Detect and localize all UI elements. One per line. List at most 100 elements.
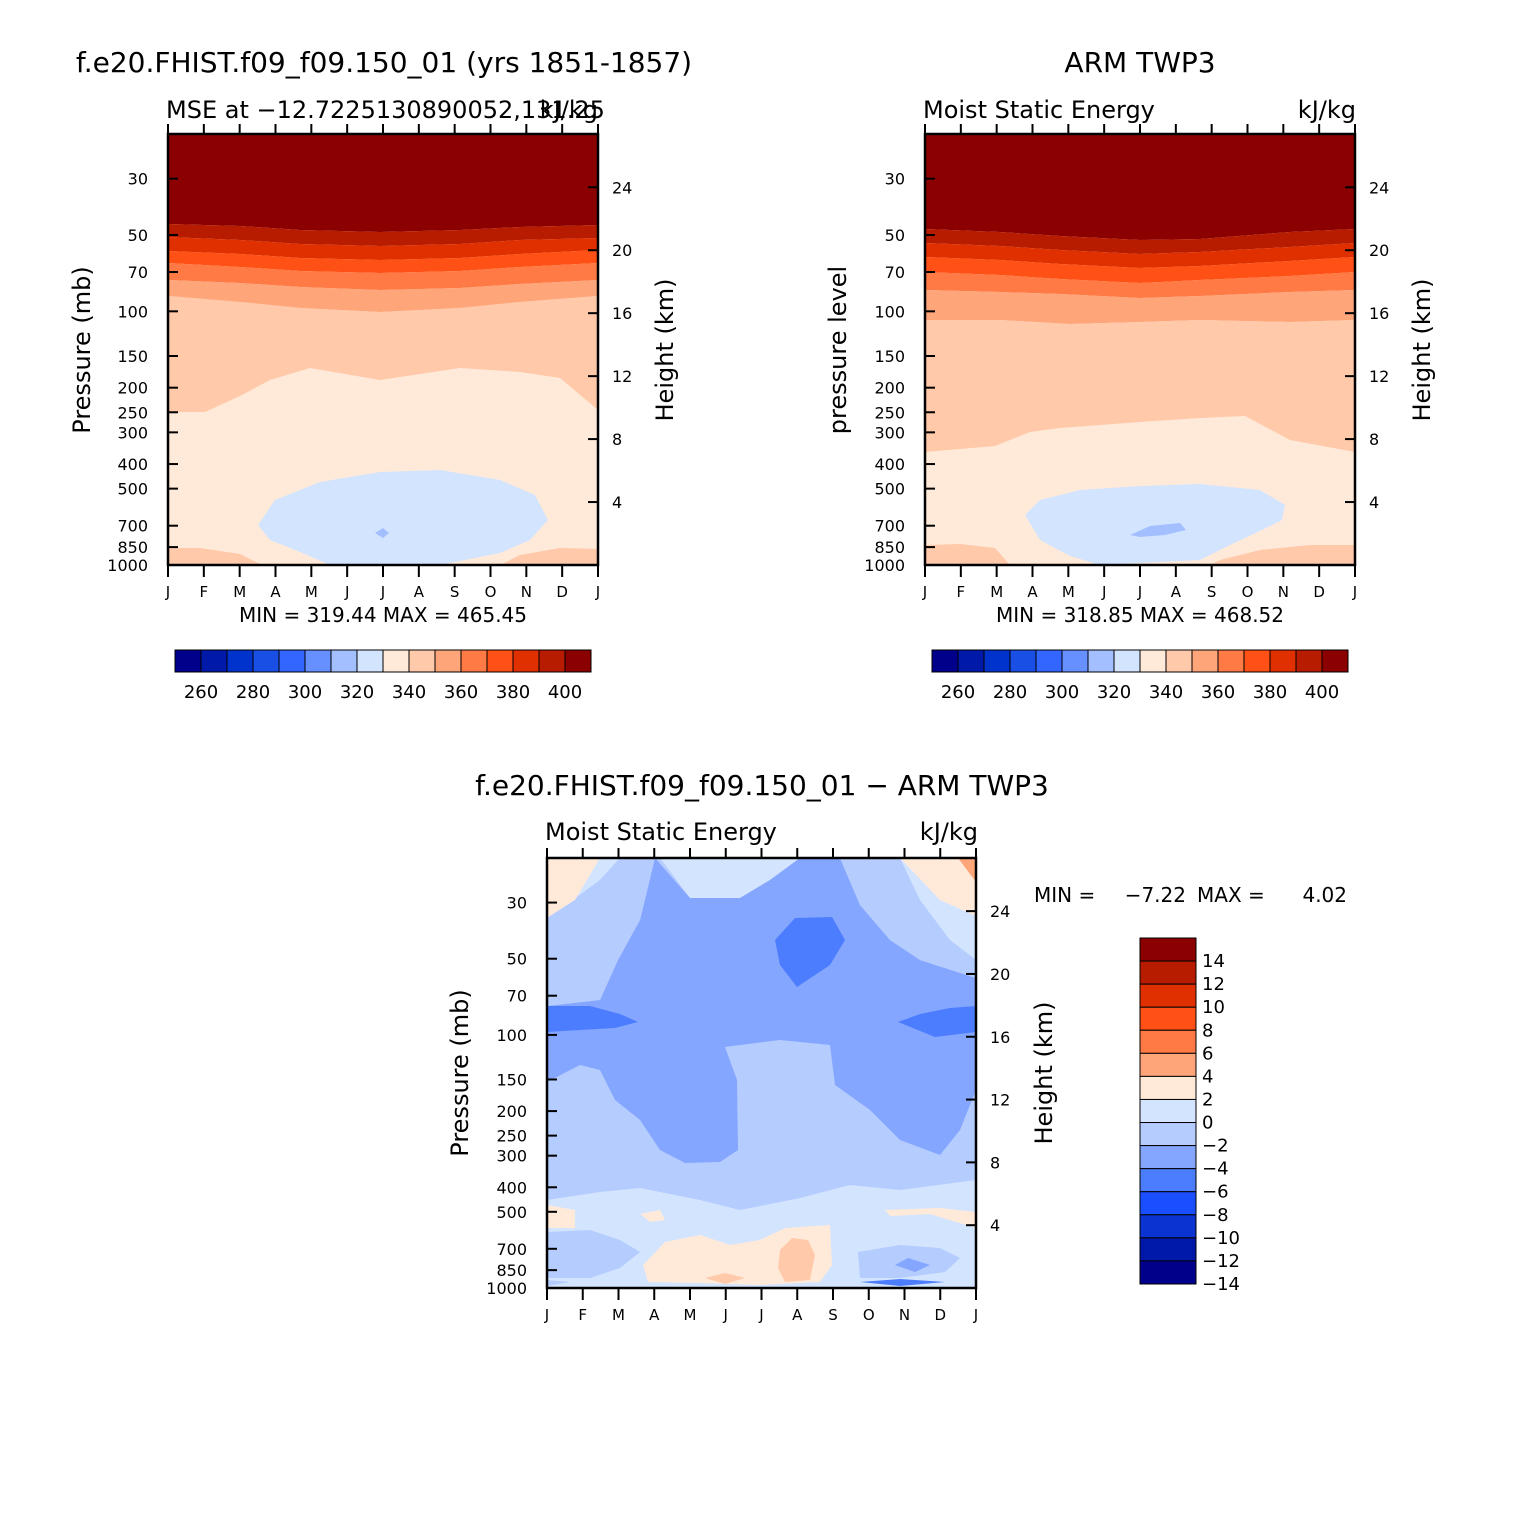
colorbar-swatch [330, 649, 358, 673]
colorbar-swatch [512, 649, 540, 673]
month-tick-label: J [595, 583, 600, 601]
month-tick-label: J [758, 1306, 763, 1324]
colorbar-swatch [1269, 649, 1297, 673]
panel1-subtitle-left: MSE at −12.7225130890052,131.25 [166, 96, 605, 124]
month-tick-label: J [544, 1306, 549, 1324]
colorbar-swatch [200, 649, 228, 673]
colorbar-swatch [1061, 649, 1089, 673]
pressure-tick-label: 150 [874, 347, 905, 366]
height-tick-label: 24 [612, 178, 632, 197]
month-tick-label: N [899, 1306, 910, 1324]
colorbar-label: 360 [1201, 682, 1235, 703]
month-tick-label: S [828, 1306, 838, 1324]
height-tick-label: 12 [990, 1091, 1010, 1110]
pressure-tick-label: 500 [874, 480, 905, 499]
pressure-tick-label: 850 [874, 538, 905, 557]
panel1-title: f.e20.FHIST.f09_f09.150_01 (yrs 1851-185… [76, 46, 692, 79]
month-tick-label: F [578, 1306, 587, 1324]
colorbar-label: 10 [1202, 997, 1225, 1018]
pressure-tick-label: 700 [117, 517, 148, 536]
month-tick-label: J [1101, 583, 1106, 601]
pressure-tick-label: 1000 [864, 556, 905, 575]
colorbar-swatch [1243, 649, 1271, 673]
colorbar-label: −2 [1202, 1136, 1229, 1157]
pressure-tick-label: 1000 [486, 1279, 527, 1298]
colorbar-label: 260 [941, 682, 975, 703]
colorbar-swatch [931, 649, 959, 673]
pressure-tick-label: 250 [496, 1127, 527, 1146]
colorbar-label: 8 [1202, 1020, 1213, 1041]
panel2-title: ARM TWP3 [1064, 46, 1215, 79]
colorbar-label: 320 [340, 682, 374, 703]
pressure-tick-label: 50 [507, 950, 527, 969]
panel1-colorbar: 260 280 300 320 340 360 380 400 [174, 649, 592, 703]
month-tick-label: N [521, 583, 532, 601]
colorbar-label: 14 [1202, 951, 1225, 972]
panel2-stats: MIN = 318.85 MAX = 468.52 [996, 603, 1284, 627]
pressure-tick-label: 500 [117, 480, 148, 499]
panel2-ylabel-right: Height (km) [1408, 279, 1436, 422]
colorbar-swatch [1139, 649, 1167, 673]
colorbar-swatch [1191, 649, 1219, 673]
colorbar-label: 300 [288, 682, 322, 703]
panel1-height-axis: 24 20 16 12 8 4 [588, 178, 632, 512]
pressure-tick-label: 400 [117, 455, 148, 474]
colorbar-swatch [460, 649, 488, 673]
panel2-height-axis: 24 20 16 12 8 4 [1345, 178, 1389, 512]
pressure-tick-label: 30 [507, 894, 527, 913]
pressure-tick-label: 500 [496, 1203, 527, 1222]
pressure-tick-label: 200 [496, 1102, 527, 1121]
colorbar-label: 2 [1202, 1089, 1213, 1110]
panel3-ylabel-right: Height (km) [1030, 1002, 1058, 1145]
colorbar-swatch [1139, 1145, 1197, 1170]
pressure-tick-label: 100 [874, 302, 905, 321]
panel3-stats-min-value: −7.22 [1125, 883, 1186, 907]
panel2-colorbar: 260 280 300 320 340 360 380 400 [931, 649, 1349, 703]
colorbar-swatch [252, 649, 280, 673]
colorbar-swatch [278, 649, 306, 673]
height-tick-label: 16 [1369, 304, 1389, 323]
pressure-tick-label: 700 [496, 1240, 527, 1259]
month-tick-label: J [380, 583, 385, 601]
month-tick-label: M [233, 583, 246, 601]
colorbar-swatch [1139, 1075, 1197, 1100]
colorbar-label: 340 [392, 682, 426, 703]
month-tick-label: A [649, 1306, 660, 1324]
height-tick-label: 12 [1369, 367, 1389, 386]
month-tick-label: A [270, 583, 281, 601]
month-tick-label: D [1313, 583, 1325, 601]
colorbar-label: 280 [993, 682, 1027, 703]
colorbar-swatch [304, 649, 332, 673]
pressure-tick-label: 300 [496, 1147, 527, 1166]
pressure-tick-label: 100 [117, 302, 148, 321]
height-tick-label: 4 [990, 1216, 1000, 1235]
colorbar-swatch [174, 649, 202, 673]
colorbar-swatch [1009, 649, 1037, 673]
colorbar-swatch [1139, 1098, 1197, 1124]
colorbar-swatch [1139, 1237, 1197, 1262]
colorbar-swatch [408, 649, 436, 673]
pressure-tick-label: 250 [874, 403, 905, 422]
month-tick-label: J [344, 583, 349, 601]
colorbar-label: 12 [1202, 974, 1225, 995]
pressure-tick-label: 850 [117, 538, 148, 557]
month-tick-label: M [990, 583, 1003, 601]
month-tick-label: D [556, 583, 568, 601]
month-tick-label: M [1062, 583, 1075, 601]
colorbar-swatch [1139, 1052, 1197, 1077]
pressure-tick-label: 200 [117, 379, 148, 398]
pressure-tick-label: 250 [117, 403, 148, 422]
colorbar-label: 6 [1202, 1043, 1213, 1064]
height-tick-label: 8 [1369, 430, 1379, 449]
pressure-tick-label: 300 [874, 423, 905, 442]
panel-obs-mse: ARM TWP3 Moist Static Energy kJ/kg 30 50 7… [824, 46, 1436, 703]
height-tick-label: 20 [1369, 241, 1389, 260]
colorbar-label: −8 [1202, 1205, 1229, 1226]
panel2-ylabel: pressure level [824, 266, 852, 434]
month-tick-label: N [1278, 583, 1289, 601]
colorbar-label: −12 [1202, 1251, 1240, 1272]
height-tick-label: 16 [990, 1028, 1010, 1047]
